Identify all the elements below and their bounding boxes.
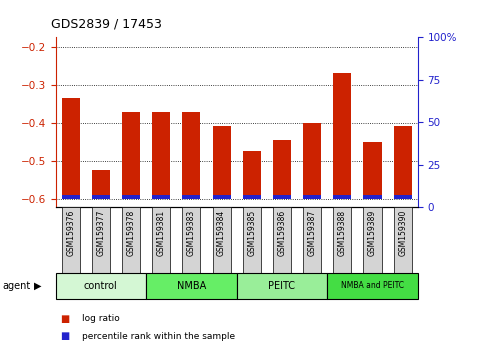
Bar: [273, 195, 291, 199]
Bar: [122, 195, 140, 199]
Bar: [152, 112, 170, 199]
Bar: [242, 151, 261, 199]
Bar: [273, 139, 291, 199]
Bar: [394, 126, 412, 199]
Bar: [303, 207, 321, 273]
Text: GSM159390: GSM159390: [398, 210, 407, 256]
Text: ▶: ▶: [34, 281, 42, 291]
Bar: [183, 112, 200, 199]
Bar: [237, 273, 327, 299]
Text: ■: ■: [60, 331, 70, 341]
Text: GDS2839 / 17453: GDS2839 / 17453: [51, 17, 162, 30]
Text: percentile rank within the sample: percentile rank within the sample: [82, 332, 235, 341]
Bar: [122, 112, 140, 199]
Bar: [62, 207, 80, 273]
Text: GSM159377: GSM159377: [96, 210, 105, 256]
Bar: [62, 98, 80, 199]
Text: agent: agent: [2, 281, 30, 291]
Text: GSM159388: GSM159388: [338, 210, 347, 256]
Text: NMBA and PEITC: NMBA and PEITC: [341, 281, 404, 290]
Bar: [364, 195, 382, 199]
Text: PEITC: PEITC: [269, 281, 296, 291]
Bar: [213, 207, 231, 273]
Bar: [122, 207, 140, 273]
Bar: [242, 195, 261, 199]
Bar: [213, 195, 231, 199]
Bar: [333, 73, 352, 199]
Bar: [92, 207, 110, 273]
Text: GSM159387: GSM159387: [308, 210, 317, 256]
Bar: [394, 195, 412, 199]
Bar: [146, 273, 237, 299]
Text: GSM159384: GSM159384: [217, 210, 226, 256]
Bar: [333, 207, 352, 273]
Bar: [303, 123, 321, 199]
Text: GSM159378: GSM159378: [127, 210, 136, 256]
Text: GSM159386: GSM159386: [277, 210, 286, 256]
Bar: [327, 273, 418, 299]
Bar: [56, 273, 146, 299]
Bar: [242, 207, 261, 273]
Text: GSM159383: GSM159383: [187, 210, 196, 256]
Text: control: control: [84, 281, 118, 291]
Text: GSM159376: GSM159376: [66, 210, 75, 256]
Bar: [152, 195, 170, 199]
Bar: [213, 126, 231, 199]
Text: log ratio: log ratio: [82, 314, 120, 323]
Bar: [183, 207, 200, 273]
Text: GSM159385: GSM159385: [247, 210, 256, 256]
Bar: [183, 195, 200, 199]
Bar: [364, 207, 382, 273]
Bar: [92, 170, 110, 199]
Text: ■: ■: [60, 314, 70, 324]
Bar: [303, 195, 321, 199]
Bar: [92, 195, 110, 199]
Bar: [273, 207, 291, 273]
Text: NMBA: NMBA: [177, 281, 206, 291]
Bar: [394, 207, 412, 273]
Bar: [333, 195, 352, 199]
Text: GSM159381: GSM159381: [156, 210, 166, 256]
Bar: [62, 195, 80, 199]
Bar: [364, 142, 382, 199]
Text: GSM159389: GSM159389: [368, 210, 377, 256]
Bar: [152, 207, 170, 273]
